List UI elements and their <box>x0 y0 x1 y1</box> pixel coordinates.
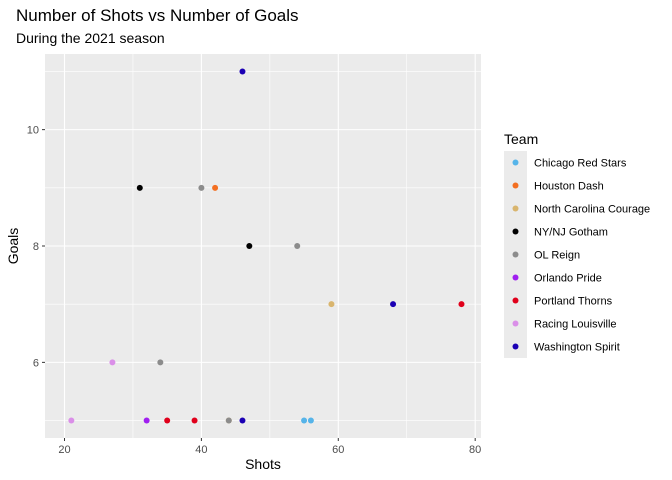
legend-label: Washington Spirit <box>534 342 620 354</box>
data-point <box>246 243 253 249</box>
data-point <box>136 184 143 191</box>
data-point <box>307 417 314 424</box>
x-tick-label: 20 <box>58 444 70 456</box>
data-point <box>212 184 219 191</box>
chart-title: Number of Shots vs Number of Goals <box>16 6 299 25</box>
grid-major <box>45 54 481 438</box>
legend-swatch <box>512 251 519 258</box>
legend-swatch <box>512 159 519 166</box>
legend-swatch <box>512 274 519 281</box>
data-point <box>198 184 205 191</box>
y-axis-ticks: 6 8 10 <box>27 125 45 369</box>
legend-swatch <box>512 205 519 212</box>
data-point <box>164 417 171 424</box>
data-point <box>239 417 246 424</box>
y-axis-title: Goals <box>5 228 21 265</box>
data-point <box>68 417 75 424</box>
data-point <box>301 417 308 424</box>
legend-label: Racing Louisville <box>534 319 617 331</box>
legend-label: Portland Thorns <box>534 296 613 308</box>
legend-label: Houston Dash <box>534 181 604 193</box>
x-axis-ticks: 20 40 60 80 <box>58 438 481 456</box>
x-tick-label: 60 <box>332 444 344 456</box>
legend-label: Chicago Red Stars <box>534 158 627 170</box>
x-tick-label: 80 <box>469 444 481 456</box>
data-point <box>328 301 335 308</box>
legend-swatch <box>512 182 519 189</box>
legend-swatch <box>512 343 519 350</box>
data-point <box>225 417 232 424</box>
legend-label: North Carolina Courage <box>534 204 650 216</box>
y-tick-label: 6 <box>33 357 39 369</box>
data-point <box>157 359 164 366</box>
y-tick-label: 10 <box>27 125 39 137</box>
data-point <box>191 417 198 424</box>
legend-label: Orlando Pride <box>534 273 602 285</box>
legend-label: NY/NJ Gotham <box>534 227 608 239</box>
y-tick-label: 8 <box>33 241 39 253</box>
data-point <box>109 359 116 366</box>
legend-title: Team <box>504 131 538 147</box>
legend-swatch <box>512 228 519 235</box>
data-point <box>390 301 397 308</box>
x-tick-label: 40 <box>195 444 207 456</box>
legend-items: Chicago Red Stars Houston Dash North Carol… <box>504 151 650 358</box>
data-point <box>239 68 246 75</box>
data-point <box>294 243 301 249</box>
data-point <box>143 417 150 424</box>
legend-swatch <box>512 297 519 304</box>
chart-subtitle: During the 2021 season <box>16 30 165 46</box>
legend-swatch <box>512 320 519 327</box>
x-axis-title: Shots <box>245 456 281 472</box>
legend: Team Chicago Red Stars Houston Dash North … <box>504 131 650 358</box>
data-points <box>68 68 465 424</box>
legend-label: OL Reign <box>534 250 580 262</box>
data-point <box>458 301 465 308</box>
